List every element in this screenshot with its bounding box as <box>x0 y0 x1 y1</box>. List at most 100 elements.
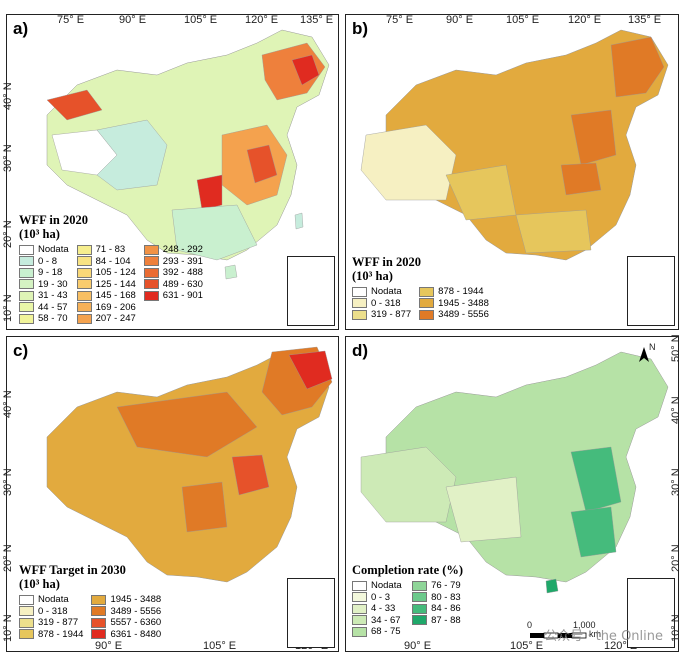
legend-item-a-1: 0 - 8 <box>19 256 69 268</box>
legend-item-a-14: 248 - 292 <box>143 244 203 256</box>
legend-swatch-a-0 <box>19 244 34 255</box>
legend-item-b-2: 319 - 877 <box>352 309 411 321</box>
legend-swatch-a-10 <box>76 279 92 290</box>
inset-c <box>287 578 335 648</box>
legend-item-b-1: 0 - 318 <box>352 298 411 310</box>
legend-swatch-c-5 <box>91 606 107 617</box>
legend-label-a-16: 392 - 488 <box>162 267 203 279</box>
top-tick-b-1: 90° E <box>446 14 474 26</box>
china-outline-c <box>46 351 330 583</box>
legend-item-a-0: Nodata <box>19 244 69 256</box>
legend-unit-b: (10³ ha) <box>352 269 393 283</box>
scale-label-0: 0 <box>527 620 533 630</box>
legend-label-b-2: 319 - 877 <box>371 309 412 321</box>
left-tick-c-2: 20° N <box>2 544 14 572</box>
legend-item-a-11: 145 - 168 <box>76 290 136 302</box>
legend-swatch-b-2 <box>352 309 367 320</box>
legend-label-a-12: 169 - 206 <box>95 301 136 313</box>
legend-item-a-5: 44 - 57 <box>19 302 69 314</box>
legend-item-d-8: 87 - 88 <box>412 615 463 627</box>
legend-item-b-3: 878 - 1944 <box>419 286 489 298</box>
legend-item-a-10: 125 - 144 <box>76 279 136 291</box>
left-tick-c-0: 40° N <box>2 390 14 418</box>
legend-label-c-0: Nodata <box>38 594 69 606</box>
legend-item-d-5: 76 - 79 <box>412 580 463 592</box>
legend-label-b-1: 0 - 318 <box>371 297 401 309</box>
legend-swatch-a-8 <box>76 256 92 267</box>
legend-item-a-9: 105 - 124 <box>76 267 136 279</box>
panel-label-c: c) <box>13 341 29 360</box>
legend-label-a-8: 84 - 104 <box>95 255 131 267</box>
inset-a <box>287 256 335 326</box>
legend-label-c-3: 878 - 1944 <box>38 628 84 640</box>
region-sw-a <box>196 174 223 211</box>
legend-label-a-6: 58 - 70 <box>38 313 68 325</box>
map-d <box>360 347 669 639</box>
legend-label-d-8: 87 - 88 <box>431 614 461 626</box>
legend-title-b: WFF in 2020 <box>352 255 421 269</box>
watermark: 公众号 · the Online <box>544 629 663 644</box>
region-central-red-a <box>246 144 278 184</box>
scale-unit: km <box>589 629 601 639</box>
legend-swatch-a-15 <box>143 256 159 267</box>
legend-label-d-7: 84 - 86 <box>431 603 461 615</box>
legend-item-c-3: 878 - 1944 <box>19 629 83 641</box>
region-tibet-d <box>445 476 522 543</box>
legend-swatch-a-17 <box>143 279 159 290</box>
legend-label-c-6: 5557 - 6360 <box>110 617 162 629</box>
inset-b <box>627 256 675 326</box>
legend-item-d-2: 4 - 33 <box>352 603 404 615</box>
region-central-b <box>560 162 602 196</box>
region-teal-a <box>96 119 168 191</box>
region-sw-c <box>181 481 228 533</box>
region-hainan-d <box>545 578 559 594</box>
legend-item-a-7: 71 - 83 <box>76 244 136 256</box>
legend-label-a-2: 9 - 18 <box>38 267 63 279</box>
legend-label-b-3: 878 - 1944 <box>438 286 484 298</box>
region-hainan-a <box>224 264 238 280</box>
top-tick-b-0: 75° E <box>386 14 414 26</box>
legend-swatch-a-3 <box>19 279 34 290</box>
legend-swatch-a-6 <box>19 313 34 324</box>
legend-swatch-b-0 <box>352 286 367 297</box>
legend-title-c: WFF Target in 2030 <box>19 563 126 577</box>
legend-label-c-2: 319 - 877 <box>38 617 79 629</box>
legend-swatch-c-1 <box>19 606 34 617</box>
legend-swatch-d-3 <box>352 615 367 626</box>
legend-swatch-d-1 <box>352 592 367 603</box>
legend-swatch-a-1 <box>19 256 34 267</box>
region-red-a <box>46 89 103 121</box>
top-tick-a-2: 105° E <box>184 14 218 26</box>
legend-label-d-2: 4 - 33 <box>371 603 396 615</box>
legend-c: WFF Target in 2030 (10³ ha) Nodata 0 - 31… <box>19 563 161 640</box>
legend-label-d-1: 0 - 3 <box>371 591 391 603</box>
legend-swatch-c-0 <box>19 594 34 605</box>
panel-label-b: b) <box>352 19 369 38</box>
panel-b: b) 75° E 90° E 105° E 120° E 135° E WFF … <box>345 14 679 330</box>
legend-label-a-9: 105 - 124 <box>95 267 136 279</box>
legend-swatch-a-11 <box>76 290 92 301</box>
north-arrow-icon <box>639 347 649 362</box>
legend-swatch-a-16 <box>143 267 159 278</box>
legend-label-c-1: 0 - 318 <box>38 605 68 617</box>
right-tick-d-3: 20° N <box>670 544 682 572</box>
legend-grid-b: Nodata 0 - 318 319 - 877 878 - 1944 1945 - 3… <box>352 286 489 321</box>
legend-swatch-b-5 <box>419 309 435 320</box>
legend-item-a-8: 84 - 104 <box>76 255 136 268</box>
legend-swatch-c-4 <box>91 594 107 605</box>
map-a <box>46 29 330 280</box>
panel-a: a) 75° E 90° E 105° E 120° E 135° E WFF … <box>6 14 339 330</box>
legend-swatch-a-14 <box>143 244 159 255</box>
legend-swatch-d-0 <box>352 580 367 591</box>
legend-item-a-12: 169 - 206 <box>76 301 136 314</box>
legend-item-b-5: 3489 - 5556 <box>419 309 489 321</box>
legend-label-a-1: 0 - 8 <box>38 255 58 267</box>
region-north-c <box>116 391 258 458</box>
legend-label-b-0: Nodata <box>371 286 402 298</box>
panel-d: d) N 90° E 105° E 120° E 0 1,000 km Comp… <box>345 336 679 652</box>
legend-unit-a: (10³ ha) <box>19 227 60 241</box>
legend-swatch-b-3 <box>419 286 435 297</box>
legend-label-a-4: 31 - 43 <box>38 290 68 302</box>
top-tick-a-4: 135° E <box>300 14 334 26</box>
